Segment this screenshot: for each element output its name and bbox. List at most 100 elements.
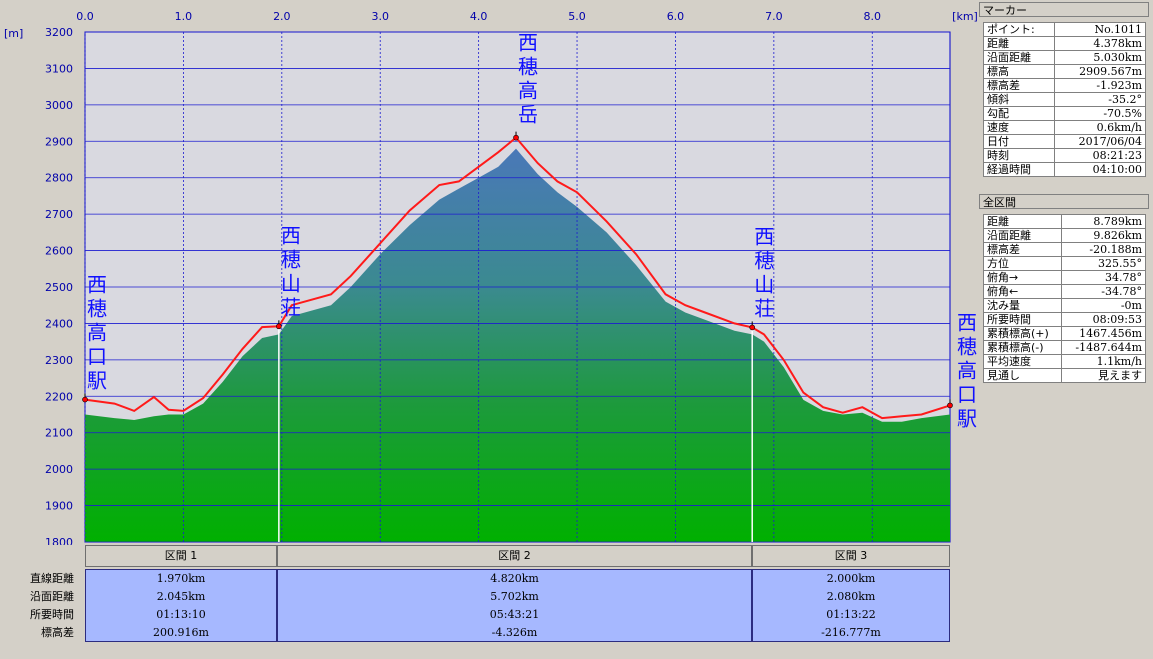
waypoint-label-char: 駅 <box>87 369 107 393</box>
y-tick-label: 2600 <box>45 245 73 258</box>
waypoint-label-char: 高 <box>518 79 538 103</box>
waypoint-label-char: 西 <box>87 273 107 297</box>
x-tick-label: 3.0 <box>371 10 389 23</box>
marker-row: 経過時間 04:10:00 <box>983 162 1147 177</box>
total-key: 所要時間 <box>982 312 1063 327</box>
waypoint-label-char: 西 <box>281 223 301 247</box>
total-value: 1.1km/h <box>1061 354 1146 369</box>
y-tick-label: 2700 <box>45 208 73 221</box>
total-key: 俯角→ <box>982 270 1063 285</box>
y-unit-label: [m] <box>4 27 23 40</box>
total-key: 累積標高(+) <box>982 326 1063 341</box>
y-tick-label: 3200 <box>45 26 73 39</box>
total-row: 累積標高(+) 1467.456m <box>982 326 1146 341</box>
segment-value: -4.326m <box>491 626 538 639</box>
marker-value: -35.2° <box>1053 92 1147 107</box>
total-panel-title: 全区間 <box>979 194 1149 209</box>
x-tick-label: 4.0 <box>470 10 488 23</box>
waypoint-label-char: 穂 <box>957 334 977 358</box>
segment-value: 2.045km <box>156 590 206 603</box>
segment-value: 2.000km <box>826 572 876 585</box>
segment-values: 1.970km 2.045km 01:13:10 200.916m <box>85 569 277 642</box>
segment-value: 5.702km <box>490 590 539 603</box>
total-value: 9.826km <box>1061 228 1146 243</box>
y-tick-label: 2300 <box>45 354 73 367</box>
marker-key: ポイント: <box>983 22 1055 37</box>
total-panel-table: 距離 8.789km 沿面距離 9.826km 標高差 -20.188m 方位 325.55°… <box>982 214 1146 383</box>
total-row: 俯角→ 34.78° <box>982 270 1146 285</box>
total-key: 見通し <box>982 368 1063 383</box>
waypoint-label-char: 西 <box>754 224 774 248</box>
marker-key: 沿面距離 <box>983 50 1055 65</box>
waypoint-marker[interactable] <box>513 134 519 141</box>
total-row: 所要時間 08:09:53 <box>982 312 1146 327</box>
marker-value: 04:10:00 <box>1053 162 1147 177</box>
y-tick-label: 2200 <box>45 390 73 403</box>
marker-value: 0.6km/h <box>1053 120 1147 135</box>
total-value: -1487.644m <box>1061 340 1146 355</box>
marker-value: -1.923m <box>1053 78 1147 93</box>
x-tick-label: 7.0 <box>765 10 783 23</box>
segment-value: 200.916m <box>153 626 209 639</box>
segment-value: 05:43:21 <box>489 608 540 621</box>
marker-key: 経過時間 <box>983 162 1055 177</box>
y-tick-label: 2000 <box>45 463 73 476</box>
marker-panel-title: マーカー <box>979 2 1149 17</box>
waypoint-marker[interactable] <box>749 324 756 331</box>
x-tick-label: 1.0 <box>175 10 193 23</box>
marker-row: 日付 2017/06/04 <box>983 134 1147 149</box>
total-value: 8.789km <box>1061 214 1146 229</box>
total-row: 沈み量 -0m <box>982 298 1146 313</box>
marker-row: 距離 4.378km <box>983 36 1147 51</box>
waypoint-label-char: 高 <box>87 321 107 345</box>
total-row: 方位 325.55° <box>982 256 1146 271</box>
waypoint-marker[interactable] <box>947 402 953 409</box>
marker-panel-table: ポイント: No.1011 距離 4.378km 沿面距離 5.030km 標高 2909.5… <box>983 22 1147 177</box>
waypoint-label-char: 口 <box>957 382 977 406</box>
total-key: 累積標高(-) <box>982 340 1063 355</box>
waypoint-label-char: 荘 <box>754 296 774 320</box>
waypoint-label-char: 口 <box>87 345 107 369</box>
marker-key: 標高差 <box>983 78 1055 93</box>
marker-row: 速度 0.6km/h <box>983 120 1147 135</box>
waypoint-label-char: 高 <box>957 358 977 382</box>
total-row: 距離 8.789km <box>982 214 1146 229</box>
elevation-profile-chart[interactable]: 3200 3100 3000 2900 2800 2700 2600 2500 2400 2300… <box>0 0 978 545</box>
marker-value: 08:21:23 <box>1053 148 1147 163</box>
total-row: 累積標高(-) -1487.644m <box>982 340 1146 355</box>
marker-value: No.1011 <box>1053 22 1147 37</box>
waypoint-label-char: 駅 <box>957 406 977 430</box>
waypoint-label-char: 山 <box>281 271 301 295</box>
segment-header[interactable]: 区間 1 <box>85 545 277 567</box>
segment-values: 2.000km 2.080km 01:13:22 -216.777m <box>752 569 950 642</box>
total-row: 標高差 -20.188m <box>982 242 1146 257</box>
waypoint-label-char: 山 <box>754 272 774 296</box>
marker-key: 標高 <box>983 64 1055 79</box>
waypoint-label-char: 穂 <box>281 247 301 271</box>
total-key: 標高差 <box>982 242 1063 257</box>
waypoint-marker[interactable] <box>276 323 282 330</box>
waypoint-marker[interactable] <box>82 396 88 403</box>
segment-header[interactable]: 区間 3 <box>752 545 950 567</box>
marker-key: 時刻 <box>983 148 1055 163</box>
segment-value: 01:13:10 <box>156 608 206 621</box>
segment-header[interactable]: 区間 2 <box>277 545 752 567</box>
segment-value: 4.820km <box>490 572 539 585</box>
y-tick-label: 2500 <box>45 281 73 294</box>
y-tick-label: 1900 <box>45 500 73 513</box>
segment-value: 1.970km <box>156 572 206 585</box>
marker-key: 速度 <box>983 120 1055 135</box>
x-tick-label: 8.0 <box>864 10 882 23</box>
segment-value: 01:13:22 <box>826 608 876 621</box>
total-row: 俯角← -34.78° <box>982 284 1146 299</box>
total-value: 325.55° <box>1061 256 1146 271</box>
marker-row: 勾配 -70.5% <box>983 106 1147 121</box>
marker-value: 4.378km <box>1053 36 1147 51</box>
total-value: -0m <box>1061 298 1146 313</box>
total-value: -34.78° <box>1061 284 1146 299</box>
y-tick-label: 2800 <box>45 172 73 185</box>
y-tick-label: 2400 <box>45 317 73 330</box>
total-row: 沿面距離 9.826km <box>982 228 1146 243</box>
total-value: 1467.456m <box>1061 326 1146 341</box>
segment-values: 4.820km 5.702km 05:43:21 -4.326m <box>277 569 752 642</box>
